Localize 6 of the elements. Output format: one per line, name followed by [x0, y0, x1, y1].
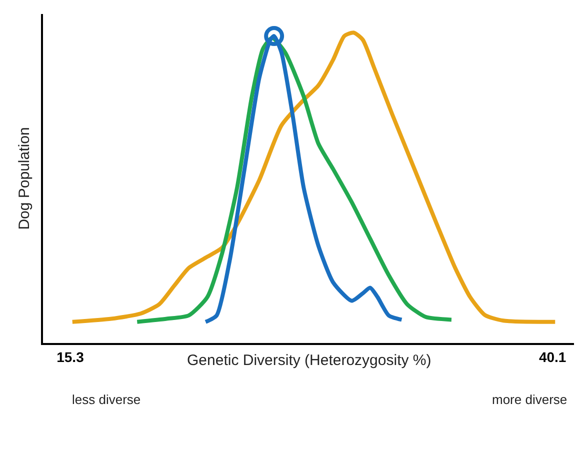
x-tick-label: 40.1	[538, 348, 566, 365]
x-tick-label: 15.3	[56, 348, 84, 365]
x-axis-title: Genetic Diversity (Heterozygosity %)	[187, 352, 432, 369]
text: more diverse	[492, 392, 568, 407]
text: less diverse	[72, 392, 141, 407]
y-axis-title: Dog Population	[16, 127, 33, 230]
